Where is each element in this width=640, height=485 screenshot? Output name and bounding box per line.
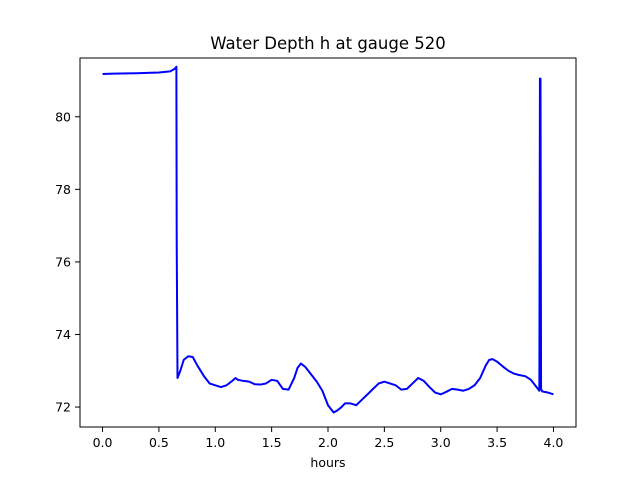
plot-area [102,65,554,414]
x-tick-label: 1.5 [262,435,282,450]
x-tick-label: 0.5 [149,435,169,450]
x-tick-label: 3.5 [487,435,507,450]
y-tick-label: 80 [55,109,71,124]
x-tick-label: 3.0 [431,435,451,450]
x-tick-label: 2.5 [374,435,394,450]
x-tick-label: 4.0 [544,435,564,450]
series-line-0 [102,65,554,414]
y-axis: 72 74 76 78 80 [55,109,80,415]
x-tick-label: 1.0 [205,435,225,450]
y-tick-label: 76 [55,254,71,269]
x-axis-label: hours [310,455,345,470]
chart-title: Water Depth h at gauge 520 [210,34,445,53]
y-tick-label: 78 [55,182,71,197]
y-tick-label: 74 [55,327,71,342]
axes-frame [79,57,577,428]
x-tick-label: 0.0 [93,435,113,450]
y-tick-label: 72 [55,400,71,415]
x-axis: 0.0 0.5 1.0 1.5 2.0 2.5 3.0 3.5 4.0 [93,427,564,450]
x-tick-label: 2.0 [318,435,338,450]
